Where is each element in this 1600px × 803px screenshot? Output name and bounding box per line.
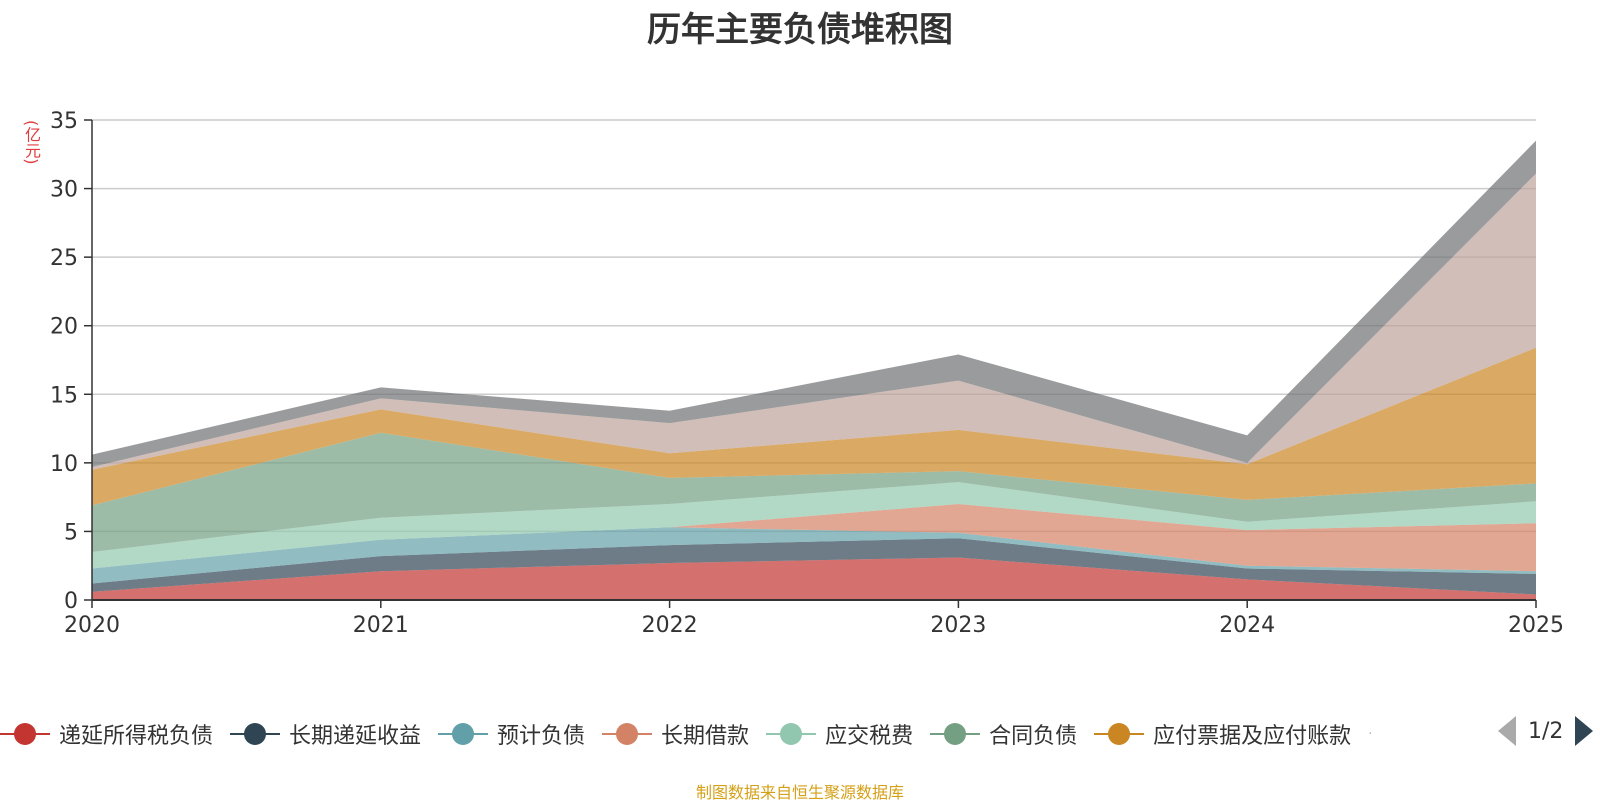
area-series-4[interactable]: [92, 482, 1536, 569]
legend-label: 递延所得税负债: [59, 724, 214, 749]
legend-pager: 1/2: [1498, 716, 1594, 746]
y-tick-label: 10: [50, 452, 78, 477]
legend-item-1[interactable]: 长期递延收益: [230, 718, 421, 750]
y-tick-label: 25: [50, 246, 78, 271]
area-series-2[interactable]: [92, 527, 1536, 584]
legend-next-page-icon[interactable]: [1575, 716, 1594, 746]
legend-label: 应付票据及应付账款: [1153, 724, 1352, 749]
y-tick-label: 35: [50, 109, 78, 134]
data-source-note: 制图数据来自恒生聚源数据库: [695, 783, 904, 802]
legend-item-2[interactable]: 预计负债: [438, 718, 585, 750]
legend-label: 长期借款: [661, 724, 750, 749]
x-tick-label: 2024: [1219, 613, 1275, 638]
legend-item-6[interactable]: 应付票据及应付账款: [1094, 718, 1351, 750]
y-tick-label: 15: [50, 383, 78, 408]
x-tick-label: 2021: [353, 613, 409, 638]
legend-marker-icon: [766, 722, 817, 746]
x-tick-label: 2025: [1508, 613, 1564, 638]
legend-item-0[interactable]: 递延所得税负债: [0, 718, 213, 750]
x-tick-label: 2022: [642, 613, 698, 638]
legend-label: 合同负债: [989, 724, 1078, 749]
area-series-7[interactable]: [92, 173, 1536, 470]
chart-legend: 递延所得税负债 长期递延收益 预计负债 长期借款 应交税费 合同负债 应付票据及应付账款 ·: [0, 716, 1480, 752]
legend-label: 长期递延收益: [289, 724, 422, 749]
legend-marker-icon: [1094, 722, 1145, 746]
area-series: [92, 140, 1536, 601]
legend-marker-icon: [0, 722, 50, 746]
chart-title: 历年主要负债堆积图: [647, 10, 953, 50]
legend-overflow-dot: ·: [1368, 726, 1373, 742]
legend-item-4[interactable]: 应交税费: [766, 718, 913, 750]
y-tick-label: 5: [64, 520, 78, 545]
area-series-3[interactable]: [92, 504, 1536, 572]
legend-label: 应交税费: [825, 724, 914, 749]
legend-prev-page-icon[interactable]: [1498, 716, 1516, 746]
legend-item-3[interactable]: 长期借款: [602, 718, 749, 750]
x-tick-label: 2023: [930, 613, 986, 638]
area-series-1[interactable]: [92, 538, 1536, 595]
area-series-0[interactable]: [92, 557, 1536, 601]
area-series-5[interactable]: [92, 432, 1536, 552]
y-tick-label: 20: [50, 315, 78, 340]
legend-marker-icon: [230, 722, 281, 746]
y-tick-label: 30: [50, 178, 78, 203]
legend-label: 预计负债: [497, 724, 586, 749]
x-tick-label: 2020: [64, 613, 120, 638]
legend-marker-icon: [602, 722, 653, 746]
y-axis-unit-label: (亿元): [22, 120, 41, 165]
y-tick-label: 0: [64, 589, 78, 614]
area-series-6[interactable]: [92, 347, 1536, 506]
legend-marker-icon: [438, 722, 489, 746]
legend-page-indicator: 1/2: [1528, 718, 1564, 744]
area-series-8[interactable]: [92, 140, 1536, 467]
legend-marker-icon: [930, 722, 981, 746]
legend-item-5[interactable]: 合同负债: [930, 718, 1077, 750]
